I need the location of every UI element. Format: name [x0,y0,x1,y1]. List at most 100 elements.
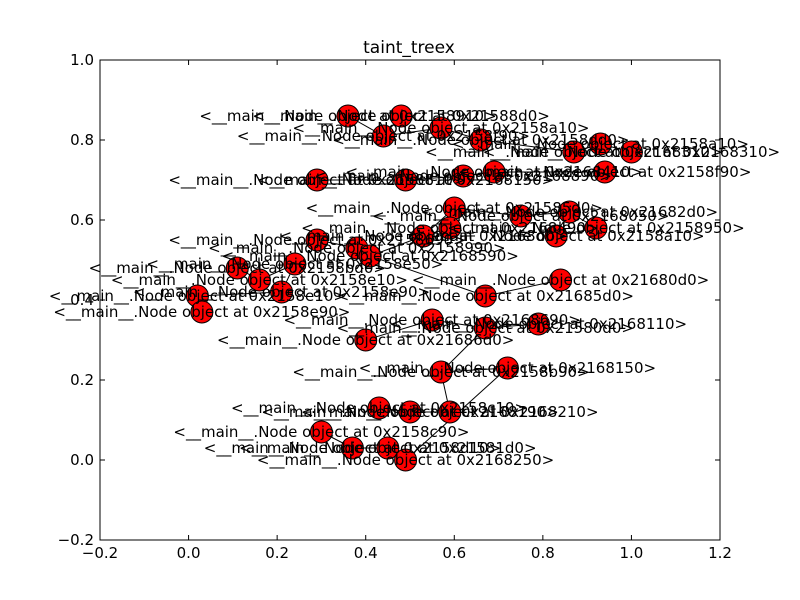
chart-title: taint_treex [363,38,455,58]
node-label-2: <__main__.Node object at 0x2158f90> [237,127,530,146]
node-point-42 [376,436,400,460]
node-point-25 [283,252,307,276]
node-label-7: <__main__.Node object at 0x2168310> [483,143,780,162]
node-label-32: <__main__.Node object at 0x21580d0> [337,319,634,338]
y-tick-label-3: 0.4 [70,291,94,309]
edge-line-27 [365,319,433,341]
node-point-22 [358,244,382,268]
node-point-6 [588,132,612,156]
node-point-11 [482,160,506,184]
node-label-18: <__main__.Node object at 0x2168490> [301,219,598,238]
node-point-33 [526,312,550,336]
x-tick-label-5: 0.8 [531,544,555,562]
node-label-30: <__main__.Node object at 0x21680d0> [412,271,709,290]
node-label-37: <__main__.Node object at 0x2158c10> [231,399,527,418]
node-label-14: <__main__.Node object at 0x2168050> [372,207,669,226]
x-tick-label-6: 1.0 [619,544,643,562]
node-point-21 [411,224,435,248]
edge-line-22 [197,291,282,297]
node-label-28: <__main__.Node object at 0x2158e90> [53,303,350,322]
node-label-23: <__main__.Node object at 0x2158bd0> [89,259,386,278]
node-label-43: <__main__.Node object at 0x2168250> [257,451,554,470]
node-label-22: <__main__.Node object at 0x2168590> [221,247,518,266]
node-label-31: <__main__.Node object at 0x2168690> [283,311,580,330]
node-label-27: <__main__.Node object at 0x2158e10> [49,287,346,306]
node-point-14 [509,204,533,228]
node-point-19 [305,228,329,252]
node-label-24: <__main__.Node object at 0x2158e10> [111,271,408,290]
node-label-3: <__main__.Node object at 0x2158a10> [292,119,589,138]
node-label-11: <__main__.Node object at 0x2168410> [345,163,642,182]
node-label-40: <__main__.Node object at 0x2158c90> [173,423,469,442]
node-label-16: <__main__.Node object at 0x2158950> [447,219,744,238]
node-point-16 [584,216,608,240]
node-label-25: <__main__.Node object at 0x2158e50> [146,255,443,274]
node-point-9 [394,168,418,192]
node-point-39 [438,400,462,424]
node-point-36 [495,356,519,380]
node-label-6: <__main__.Node object at 0x2158a10> [452,135,749,154]
node-point-0 [336,104,360,128]
x-tick-label-2: 0.2 [265,544,289,562]
node-point-5 [562,140,586,164]
node-label-8: <__main__.Node object at 0x2158810> [168,171,465,190]
y-tick-label-5: 0.8 [70,131,94,149]
y-tick-label-0: −0.2 [58,531,94,549]
node-label-38: <__main__.Node object at 0x2168190> [261,403,558,422]
x-tick-label-0: −0.2 [82,544,118,562]
node-point-2 [371,124,395,148]
node-label-20: <__main__.Node object at 0x2158990> [208,239,505,258]
node-label-36: <__main__.Node object at 0x2168150> [359,359,656,378]
nodes-layer [185,104,643,472]
node-point-37 [367,396,391,420]
node-point-31 [420,308,444,332]
node-label-21: <__main__.Node object at 0x2168d0> [279,227,567,246]
node-label-26: <__main__.Node object at 0x2158e90> [133,283,430,302]
node-label-34: <__main__.Node object at 0x21686d0> [217,331,514,350]
node-point-4 [469,128,493,152]
node-label-42: <__main__.Node object at 0x21581d0> [239,439,536,458]
y-tick-label-1: 0.0 [70,451,94,469]
node-point-18 [438,216,462,240]
node-point-30 [549,268,573,292]
node-point-40 [309,420,333,444]
node-label-33: <__main__.Node object at 0x2168110> [390,315,687,334]
y-tick-label-4: 0.6 [70,211,94,229]
edge-line-38 [369,255,486,297]
labels-layer: <__main__.Node object at 0x2158910><__ma… [49,107,780,470]
node-point-43 [394,448,418,472]
node-label-1: <__main__.Node object at 0x21588d0> [252,107,549,126]
node-point-38 [398,400,422,424]
node-label-10: <__main__.Node object at 0x2168890> [314,167,611,186]
ticks-layer: −0.2 0.0 0.2 0.4 0.6 0.8 1.0 1.2 −0.2 0.0 0.2 0.4 0.… [58,51,732,562]
x-tick-label-1: 0.0 [177,544,201,562]
node-point-24 [247,268,271,292]
node-label-4: <__main__.Node object at 0x2158dd0> [332,131,629,150]
y-tick-label-2: 0.2 [70,371,94,389]
x-tick-label-4: 0.6 [442,544,466,562]
node-point-23 [225,256,249,280]
node-point-34 [354,328,378,352]
node-point-29 [473,284,497,308]
edge-line-4 [480,139,574,153]
node-point-28 [190,300,214,324]
node-label-39: <__main__.Node object at 0x2168210> [301,403,598,422]
node-label-15: <__main__.Node object at 0x21682d0> [421,203,718,222]
node-label-19: <__main__.Node object at 0x2158690> [168,231,465,250]
node-label-35: <__main__.Node object at 0x2158b90> [292,363,589,382]
node-point-41 [340,436,364,460]
edge-line-24 [485,279,561,297]
node-point-26 [270,280,294,304]
node-label-41: <__main__.Node object at 0x2158d10> [204,439,501,458]
node-label-5: <__main__.Node object at 0x2168310> [425,143,722,162]
node-point-12 [593,160,617,184]
node-point-15 [557,200,581,224]
node-point-1 [389,104,413,128]
x-tick-label-3: 0.4 [354,544,378,562]
node-point-17 [544,224,568,248]
x-tick-label-7: 1.2 [708,544,732,562]
node-point-35 [429,360,453,384]
node-point-7 [619,140,643,164]
node-label-9: <__main__.Node object at 0x2168150> [257,171,554,190]
